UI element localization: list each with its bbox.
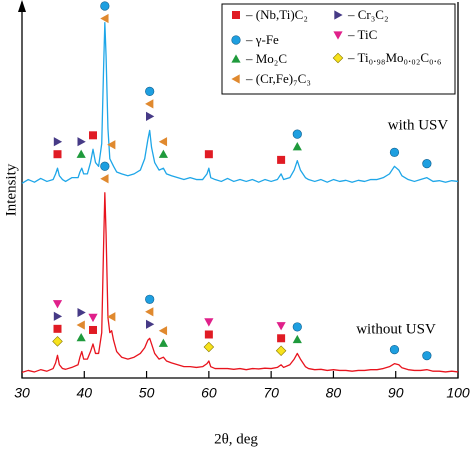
marker	[389, 147, 400, 157]
marker	[53, 311, 63, 321]
marker	[76, 149, 86, 158]
legend: – (Nb,Ti)C₂ – γ-Fe – Mo₂C – (Cr,Fe)₇C₃ – Cr₃…	[221, 3, 456, 95]
legend-label: – γ-Fe	[245, 32, 279, 47]
legend-label: – (Nb,Ti)C₂	[245, 7, 308, 22]
marker	[158, 326, 168, 336]
marker	[100, 161, 110, 171]
legend-label: – Ti₀.₉₈Mo₀.₀₂C₀.₆	[347, 50, 441, 65]
marker	[89, 131, 98, 140]
legend-label: – (Cr,Fe)₇C₃	[245, 71, 311, 86]
marker	[77, 137, 86, 147]
marker	[204, 150, 213, 159]
marker	[158, 149, 168, 158]
marker	[52, 300, 63, 309]
legend-box	[221, 3, 456, 95]
marker	[100, 174, 109, 184]
marker	[107, 312, 116, 322]
marker	[100, 13, 109, 24]
x-axis-label: 2θ, deg	[214, 431, 258, 447]
x-tick-label: 100	[446, 385, 470, 401]
data-line	[21, 192, 459, 373]
marker	[275, 345, 287, 357]
marker	[204, 318, 214, 327]
marker	[231, 35, 241, 45]
marker	[158, 137, 168, 147]
legend-label: – TiC	[347, 27, 377, 42]
marker	[146, 319, 155, 329]
marker	[389, 345, 400, 355]
series-label: with USV	[388, 117, 449, 133]
legend-label: – Mo₂C	[245, 51, 287, 66]
legend-label: – Cr₃C₂	[347, 7, 389, 22]
marker	[107, 140, 116, 150]
marker	[422, 159, 432, 169]
marker	[204, 330, 213, 339]
marker	[100, 1, 110, 11]
series-label: without USV	[356, 321, 436, 337]
marker	[277, 155, 286, 164]
marker	[76, 320, 85, 330]
x-tick-label: 60	[201, 385, 217, 401]
x-tick-label: 30	[14, 385, 30, 401]
marker	[277, 334, 286, 343]
marker	[231, 54, 241, 63]
marker	[292, 129, 302, 139]
x-tick-label: 40	[76, 385, 92, 401]
marker	[292, 334, 302, 344]
data-line	[21, 22, 459, 184]
marker	[333, 31, 343, 40]
marker	[231, 74, 240, 84]
marker	[292, 322, 302, 332]
marker	[88, 313, 98, 323]
marker	[89, 325, 98, 334]
marker	[77, 307, 86, 318]
marker	[146, 111, 155, 122]
marker	[76, 332, 86, 342]
x-tick-label: 70	[263, 385, 279, 401]
marker	[145, 86, 155, 97]
x-tick-label: 50	[139, 385, 155, 401]
marker	[334, 10, 343, 20]
marker	[53, 150, 62, 159]
marker	[203, 341, 215, 353]
marker	[232, 11, 240, 19]
marker	[145, 99, 154, 109]
axis-frame	[21, 2, 459, 379]
x-tick-label: 90	[388, 385, 404, 401]
marker	[422, 351, 432, 361]
marker	[145, 307, 154, 317]
marker	[53, 324, 62, 333]
marker	[145, 294, 155, 304]
marker	[332, 52, 344, 64]
marker	[53, 137, 63, 147]
marker	[158, 338, 168, 347]
marker	[276, 322, 286, 331]
marker	[52, 336, 63, 347]
y-axis-arrow	[18, 0, 26, 12]
x-tick-label: 80	[326, 385, 342, 401]
y-axis-label: Intensity	[3, 163, 19, 216]
marker	[292, 142, 302, 151]
